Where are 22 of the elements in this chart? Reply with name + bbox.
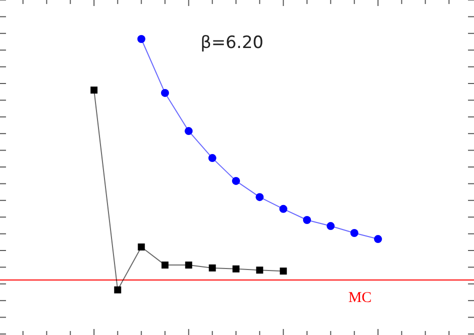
point (232, 176, 240, 185)
point (279, 204, 288, 213)
point (350, 229, 358, 238)
point (185, 262, 192, 269)
point (326, 222, 335, 230)
point (208, 154, 216, 162)
point (256, 193, 264, 202)
point (208, 264, 216, 272)
point (90, 86, 98, 94)
point (137, 35, 146, 43)
point (280, 268, 287, 275)
point (162, 262, 168, 269)
point (374, 235, 382, 244)
ref-line-label: MC (348, 290, 372, 306)
point (256, 266, 264, 274)
point (184, 127, 193, 136)
point (161, 88, 169, 97)
point (232, 265, 240, 272)
annotation: β=6.20 (200, 33, 264, 53)
point (303, 216, 311, 224)
point (138, 243, 145, 250)
point (114, 286, 122, 294)
